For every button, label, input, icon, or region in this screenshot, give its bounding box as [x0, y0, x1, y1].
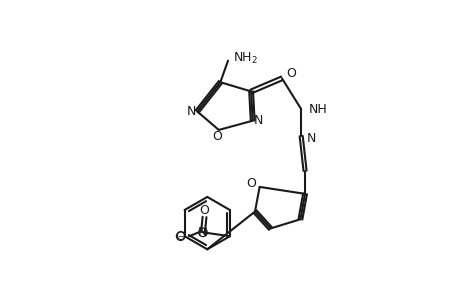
Text: O: O [246, 177, 256, 190]
Text: NH: NH [308, 103, 327, 116]
Text: O: O [175, 230, 185, 243]
Text: −: − [177, 232, 184, 241]
Text: O: O [212, 130, 222, 142]
Text: N: N [306, 132, 315, 145]
Text: O: O [199, 204, 209, 217]
Text: +: + [200, 228, 206, 237]
Text: O: O [285, 67, 295, 80]
Text: N: N [198, 226, 207, 239]
Text: N: N [187, 105, 196, 118]
Text: N: N [253, 114, 262, 127]
Text: NH$_2$: NH$_2$ [232, 51, 257, 66]
